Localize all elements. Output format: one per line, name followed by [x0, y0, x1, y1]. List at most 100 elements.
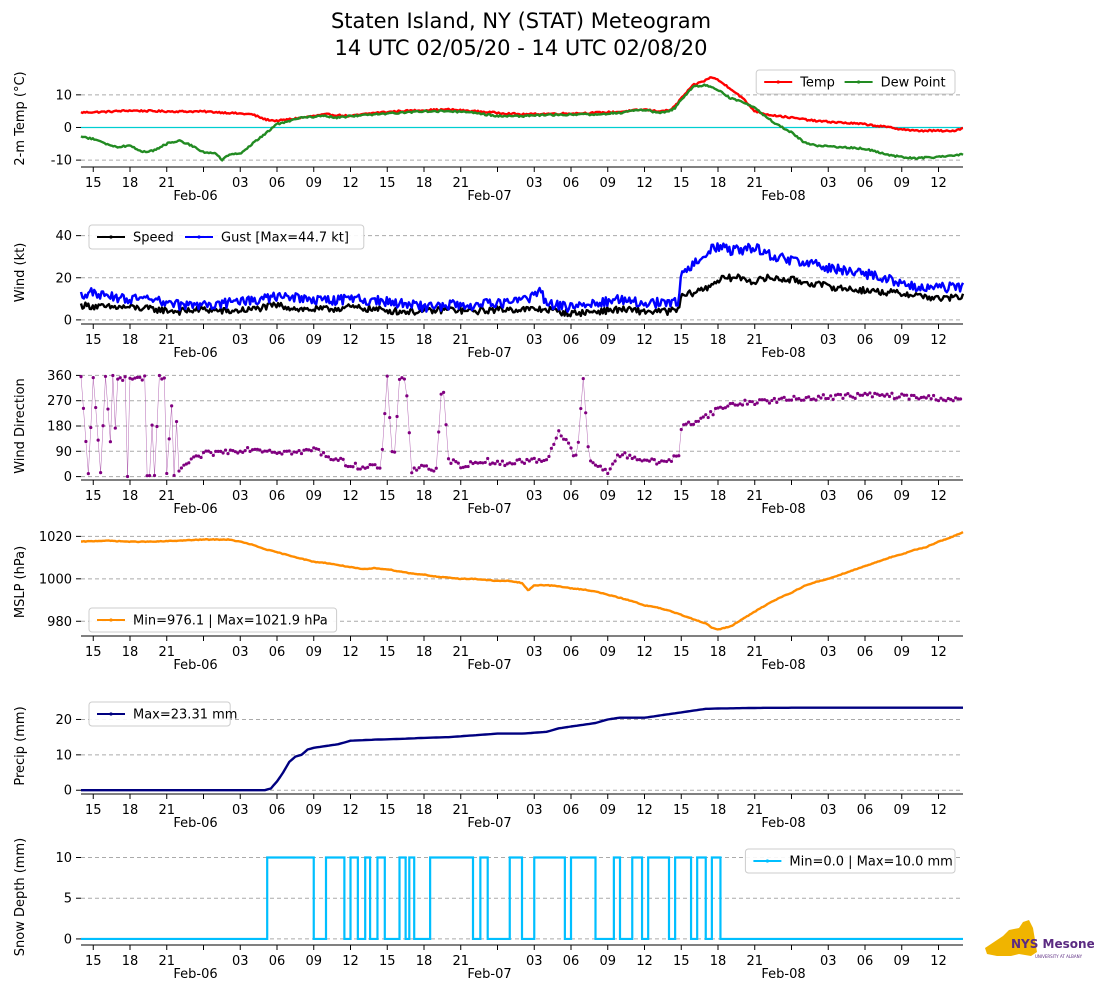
direction-connector	[106, 376, 108, 409]
direction-connector	[91, 378, 93, 428]
direction-point	[839, 393, 842, 396]
direction-point	[498, 463, 501, 466]
direction-connector	[177, 422, 179, 471]
direction-connector	[407, 396, 409, 433]
direction-point	[932, 394, 935, 397]
x-tick-label: 18	[416, 645, 433, 660]
x-tick-label: 09	[305, 489, 322, 504]
x-tick-label: 15	[85, 803, 102, 818]
x-tick-label: 03	[820, 489, 837, 504]
y-tick-label: 20	[55, 271, 72, 286]
x-tick-label: 06	[563, 489, 580, 504]
direction-point	[648, 460, 651, 463]
direction-point	[802, 399, 805, 402]
x-date-label: Feb-06	[173, 816, 217, 831]
direction-point	[599, 465, 602, 468]
legend-label: Max=23.31 mm	[133, 708, 237, 723]
direction-point	[92, 376, 95, 379]
direction-point	[545, 458, 548, 461]
x-tick-label: 18	[122, 176, 139, 191]
y-tick-label: -10	[51, 154, 72, 169]
x-tick-label: 03	[232, 489, 249, 504]
direction-point	[337, 459, 340, 462]
direction-point	[912, 394, 915, 397]
direction-connector	[83, 408, 85, 441]
direction-point	[704, 413, 707, 416]
direction-point	[403, 377, 406, 380]
direction-connector	[98, 440, 100, 473]
direction-point	[224, 449, 227, 452]
direction-point	[447, 457, 450, 460]
x-tick-label: 09	[893, 954, 910, 969]
x-date-label: Feb-06	[173, 189, 217, 204]
direction-point	[168, 437, 171, 440]
y-tick-label: 980	[47, 615, 72, 630]
direction-point	[111, 374, 114, 377]
x-tick-label: 18	[710, 176, 727, 191]
direction-point	[405, 394, 408, 397]
y-axis-label: Wind Direction	[13, 378, 28, 474]
direction-connector	[174, 422, 176, 476]
y-tick-label: 360	[47, 369, 72, 384]
direction-point	[97, 439, 100, 442]
direction-point	[927, 394, 930, 397]
x-tick-label: 03	[526, 645, 543, 660]
x-date-label: Feb-06	[173, 346, 217, 361]
direction-point	[173, 474, 176, 477]
direction-point	[322, 451, 325, 454]
direction-point	[567, 442, 570, 445]
x-tick-label: 03	[820, 954, 837, 969]
direction-point	[226, 452, 229, 455]
direction-point	[373, 463, 376, 466]
direction-point	[138, 376, 141, 379]
direction-point	[871, 395, 874, 398]
x-tick-label: 12	[636, 176, 653, 191]
x-tick-label: 18	[122, 333, 139, 348]
x-tick-label: 03	[232, 803, 249, 818]
direction-point	[425, 464, 428, 467]
x-tick-label: 12	[636, 333, 653, 348]
x-tick-label: 15	[673, 803, 690, 818]
direction-point	[297, 449, 300, 452]
direction-point	[143, 374, 146, 377]
direction-point	[89, 426, 92, 429]
direction-point	[101, 424, 104, 427]
direction-connector	[88, 428, 90, 474]
direction-connector	[115, 379, 117, 428]
x-tick-label: 12	[636, 645, 653, 660]
x-tick-label: 09	[599, 954, 616, 969]
direction-point	[435, 467, 438, 470]
direction-point	[79, 375, 82, 378]
direction-point	[246, 446, 249, 449]
direction-point	[846, 392, 849, 395]
x-tick-label: 15	[379, 176, 396, 191]
y-tick-label: 20	[55, 713, 72, 728]
direction-point	[395, 415, 398, 418]
x-tick-label: 12	[930, 489, 947, 504]
direction-point	[222, 451, 225, 454]
direction-point	[890, 392, 893, 395]
x-tick-label: 15	[85, 176, 102, 191]
direction-point	[898, 395, 901, 398]
direction-point	[320, 453, 323, 456]
y-tick-label: 90	[55, 445, 72, 460]
x-tick-label: 06	[563, 333, 580, 348]
x-date-label: Feb-07	[467, 658, 511, 673]
y-axis-label: Precip (mm)	[13, 706, 28, 785]
direction-connector	[108, 409, 110, 442]
direction-point	[437, 430, 440, 433]
direction-point	[388, 416, 391, 419]
x-tick-label: 06	[563, 645, 580, 660]
x-tick-label: 09	[893, 803, 910, 818]
direction-connector	[110, 376, 112, 442]
direction-point	[354, 462, 357, 465]
x-tick-label: 09	[305, 803, 322, 818]
direction-point	[484, 461, 487, 464]
direction-connector	[93, 378, 95, 408]
direction-connector	[81, 377, 83, 409]
